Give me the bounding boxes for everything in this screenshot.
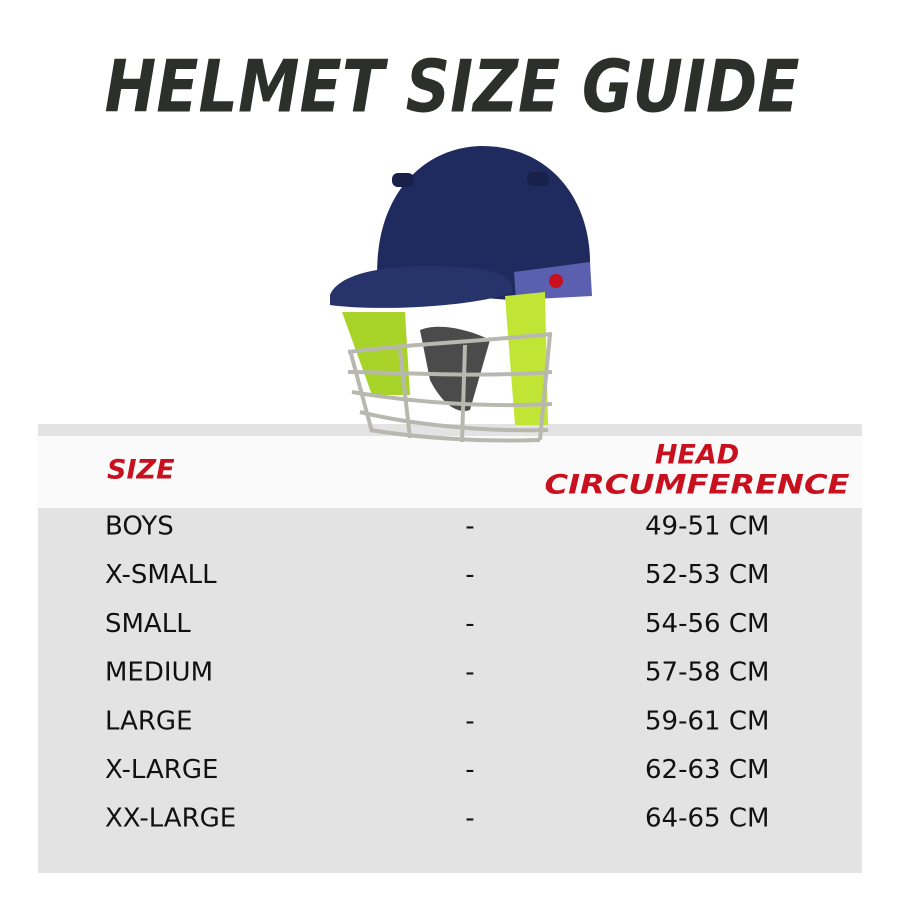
size-cell: LARGE — [105, 706, 193, 736]
size-cell: X-SMALL — [105, 560, 217, 590]
circumference-cell: 57-58 CM — [645, 658, 769, 688]
table-rows: BOYS - 49-51 CM X-SMALL - 52-53 CM SMALL - 54-56… — [105, 512, 769, 834]
circumference-cell: 64-65 CM — [645, 804, 769, 834]
size-header: SIZE — [107, 455, 175, 486]
separator: - — [465, 755, 474, 785]
table-header-band — [38, 436, 862, 508]
size-cell: X-LARGE — [105, 755, 218, 785]
circumference-header: CIRCUMFERENCE — [545, 470, 851, 501]
separator: - — [465, 804, 474, 834]
circumference-cell: 49-51 CM — [645, 512, 769, 542]
separator: - — [465, 560, 474, 590]
circumference-cell: 52-53 CM — [645, 560, 769, 590]
size-cell: XX-LARGE — [105, 804, 236, 834]
circumference-header: HEAD — [655, 440, 739, 471]
size-cell: BOYS — [105, 512, 174, 542]
size-cell: SMALL — [105, 609, 191, 639]
helmet-image — [330, 145, 592, 443]
separator: - — [465, 706, 474, 736]
circumference-cell: 62-63 CM — [645, 755, 769, 785]
separator: - — [465, 658, 474, 688]
separator: - — [465, 609, 474, 639]
circumference-cell: 59-61 CM — [645, 706, 769, 736]
separator: - — [465, 512, 474, 542]
size-cell: MEDIUM — [105, 658, 213, 688]
circumference-cell: 54-56 CM — [645, 609, 769, 639]
title: HELMET SIZE GUIDE — [105, 45, 800, 129]
